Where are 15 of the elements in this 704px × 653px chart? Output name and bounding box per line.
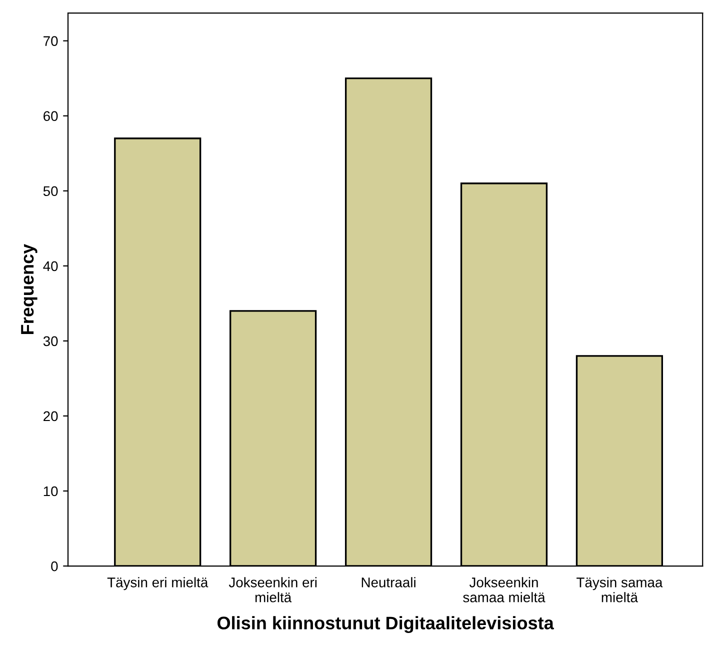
y-tick-label: 40 xyxy=(43,261,58,272)
x-tick-label: Jokseenkin eri mieltä xyxy=(228,577,317,602)
y-axis-title: Frequency xyxy=(21,244,38,334)
x-tick-label: Neutraali xyxy=(362,577,416,588)
y-tick-label: 30 xyxy=(43,336,58,346)
y-tick-label: 50 xyxy=(43,186,58,196)
y-tick-label: 0 xyxy=(51,561,58,572)
x-axis-title: Olisin kiinnostunut Digitaalitelevisiosta xyxy=(218,616,554,634)
y-tick-label: 60 xyxy=(44,111,58,122)
x-tick-label: Jokseenkin samaa mieltä xyxy=(463,577,546,602)
y-tick-label: 20 xyxy=(44,411,58,422)
x-tick-label: Täysin eri mieltä xyxy=(107,577,208,590)
x-tick-label: Täysin samaa mieltä xyxy=(576,577,663,602)
y-tick-label: 70 xyxy=(44,36,58,46)
y-tick-label: 10 xyxy=(44,486,58,496)
